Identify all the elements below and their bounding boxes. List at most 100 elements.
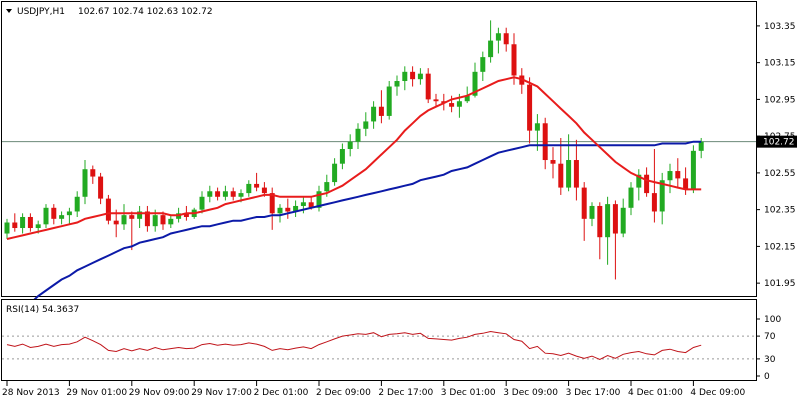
candle-body — [355, 128, 361, 142]
bull-candle — [347, 134, 353, 157]
candle-body — [378, 106, 384, 116]
bear-candle — [230, 187, 236, 201]
rsi-tick-label: 70 — [764, 332, 776, 342]
candle-body — [324, 182, 330, 192]
candle-body — [644, 174, 650, 194]
bull-candle — [4, 218, 10, 240]
current-price-label: 102.72 — [763, 138, 795, 148]
candle-body — [215, 191, 221, 197]
candle-body — [472, 71, 478, 96]
bear-candle — [433, 93, 439, 107]
bull-candle — [394, 75, 400, 96]
candle-body — [449, 103, 455, 107]
candle-body — [371, 106, 377, 122]
bull-candle — [59, 211, 65, 225]
bull-candle — [74, 191, 80, 217]
time-tick-label: 2 Dec 17:00 — [378, 388, 433, 398]
candle-body — [683, 178, 689, 190]
time-tick-label: 2 Dec 09:00 — [316, 388, 371, 398]
time-tick-label: 28 Nov 2013 — [2, 388, 60, 398]
candle-body — [160, 215, 166, 225]
candle-body — [534, 123, 540, 131]
candle-body — [308, 202, 314, 208]
time-tick-label: 3 Dec 01:00 — [441, 388, 496, 398]
price-tick-label: 102.95 — [764, 95, 796, 105]
candle-body — [230, 191, 236, 197]
rsi-header: RSI(14) 54.3637 — [6, 305, 79, 315]
bear-candle — [612, 200, 618, 280]
candle-body — [137, 211, 143, 219]
bull-candle — [137, 205, 143, 229]
main-price-panel: 103.35103.15102.95102.75102.55102.35102.… — [1, 1, 797, 327]
candle-body — [129, 215, 135, 219]
bull-candle — [43, 204, 49, 229]
bear-candle — [527, 77, 533, 144]
current-price-box — [757, 135, 797, 148]
bear-candle — [425, 68, 431, 104]
rsi-line — [6, 330, 702, 361]
candle-body — [597, 205, 603, 238]
candle-body — [183, 213, 189, 217]
bear-candle — [51, 204, 57, 225]
candle-body — [20, 216, 26, 229]
rsi-levels-and-ticks: 100 70 30 0 — [2, 315, 781, 382]
candle-body — [261, 187, 267, 194]
time-tick-label: 2 Dec 01:00 — [254, 388, 309, 398]
candle-body — [542, 123, 548, 161]
candle-body — [581, 187, 587, 219]
candle-body — [425, 73, 431, 100]
time-tick-label: 29 Nov 01:00 — [66, 388, 127, 398]
candle-body — [511, 44, 517, 76]
bull-candle — [293, 200, 299, 217]
bull-candle — [339, 143, 345, 170]
candle-body — [675, 171, 681, 179]
bear-candle — [644, 167, 650, 197]
bear-candle — [542, 117, 548, 170]
rsi-panel-frame — [1, 299, 757, 381]
candle-body — [222, 191, 228, 197]
candle-body — [605, 204, 611, 238]
candle-body — [636, 174, 642, 188]
ma-slow-line — [6, 140, 702, 327]
ma-fast-line — [6, 76, 702, 240]
candle-body — [667, 171, 673, 181]
candle-body — [246, 183, 252, 194]
candle-body — [456, 101, 462, 107]
bear-candle — [581, 182, 587, 241]
time-axis: 28 Nov 2013 29 Nov 01:00 29 Nov 09:00 29 No… — [2, 381, 745, 398]
bull-candle — [363, 112, 369, 137]
candle-body — [339, 149, 345, 164]
symbol-timeframe: USDJPY,H1 — [17, 7, 65, 17]
bear-candle — [511, 33, 517, 85]
bull-candle — [316, 185, 322, 212]
bear-candle — [675, 158, 681, 188]
candle-body — [254, 183, 260, 188]
candle-body — [35, 224, 41, 229]
candle-body — [238, 193, 244, 197]
candle-body — [144, 211, 150, 227]
candle-body — [43, 207, 49, 225]
candle-body — [402, 71, 408, 82]
bull-candle — [20, 213, 26, 234]
candle-body — [82, 169, 88, 197]
candle-body — [589, 205, 595, 219]
bear-candle — [285, 198, 291, 219]
candle-body — [90, 169, 96, 177]
price-tick-label: 103.15 — [764, 59, 796, 69]
bear-candle — [254, 172, 260, 192]
bull-candle — [82, 160, 88, 205]
bull-candle — [417, 68, 423, 85]
time-tick-label: 4 Dec 09:00 — [690, 388, 745, 398]
candle-body — [4, 222, 10, 234]
chart-menu-arrow-icon[interactable] — [6, 9, 12, 13]
bull-candle — [589, 202, 595, 227]
bull-candle — [628, 182, 634, 216]
candle-body — [300, 202, 306, 206]
current-price-marker: 102.72 — [757, 135, 797, 148]
candle-body — [410, 71, 416, 80]
bear-candle — [144, 205, 150, 232]
candle-body — [464, 95, 470, 102]
bear-candle — [550, 147, 556, 179]
bull-candle — [690, 145, 696, 194]
bear-candle — [503, 27, 509, 52]
